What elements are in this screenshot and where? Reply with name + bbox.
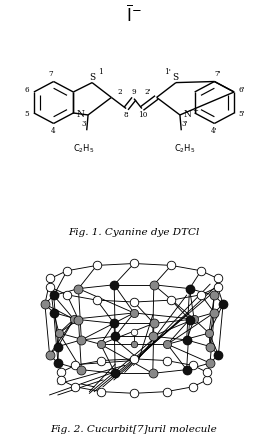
Point	[207, 329, 211, 336]
Text: +: +	[192, 108, 198, 113]
Point	[51, 292, 56, 299]
Point	[56, 359, 60, 366]
Point	[112, 281, 116, 288]
Point	[199, 267, 203, 274]
Text: 7: 7	[49, 70, 53, 78]
Text: 1': 1'	[164, 68, 171, 76]
Point	[76, 316, 81, 323]
Point	[208, 359, 212, 366]
Point	[212, 292, 217, 299]
Point	[215, 275, 220, 282]
Text: 2: 2	[118, 89, 122, 97]
Point	[51, 309, 56, 316]
Text: 2': 2'	[145, 89, 151, 97]
Text: $\mathsf{C_2H_5}$: $\mathsf{C_2H_5}$	[174, 142, 195, 155]
Text: 6': 6'	[238, 86, 245, 94]
Point	[192, 316, 196, 323]
Point	[169, 262, 173, 269]
Point	[95, 262, 99, 269]
Point	[72, 316, 76, 323]
Text: 5': 5'	[238, 110, 245, 118]
Point	[48, 284, 53, 291]
Point	[212, 309, 217, 316]
Text: 4': 4'	[211, 127, 218, 135]
Text: Fig. 2. Cucurbit[7]uril molecule: Fig. 2. Cucurbit[7]uril molecule	[51, 425, 217, 434]
Point	[76, 285, 81, 292]
Point	[132, 260, 136, 267]
Text: 9: 9	[132, 88, 136, 96]
Point	[208, 343, 212, 350]
Text: 7': 7'	[214, 70, 221, 78]
Point	[57, 329, 61, 336]
Text: 1: 1	[98, 68, 103, 76]
Point	[164, 388, 169, 395]
Point	[56, 343, 60, 350]
Point	[132, 299, 136, 306]
Text: S: S	[172, 73, 178, 82]
Point	[215, 284, 220, 291]
Point	[152, 320, 156, 327]
Point	[187, 285, 192, 292]
Text: N: N	[184, 110, 191, 119]
Point	[205, 369, 209, 376]
Point	[65, 267, 69, 274]
Point	[112, 320, 116, 327]
Point	[169, 297, 173, 304]
Point	[98, 341, 103, 348]
Text: 5: 5	[24, 110, 29, 118]
Point	[59, 377, 63, 384]
Text: 8: 8	[123, 112, 128, 120]
Point	[151, 370, 155, 377]
Text: 4: 4	[51, 127, 56, 135]
Point	[132, 340, 136, 347]
Point	[152, 281, 156, 288]
Point	[184, 336, 189, 344]
Point	[151, 333, 155, 340]
Text: 10: 10	[138, 112, 147, 120]
Text: $\mathsf{\overline{I}^{-}}$: $\mathsf{\overline{I}^{-}}$	[126, 4, 142, 25]
Point	[132, 329, 136, 336]
Point	[43, 301, 47, 308]
Point	[191, 383, 195, 390]
Point	[221, 301, 225, 308]
Point	[191, 362, 195, 369]
Point	[73, 383, 77, 390]
Point	[59, 369, 63, 376]
Point	[165, 341, 170, 348]
Point	[79, 366, 84, 373]
Text: $\mathsf{C_2H_5}$: $\mathsf{C_2H_5}$	[73, 142, 94, 155]
Text: 3: 3	[82, 120, 86, 127]
Text: 6: 6	[24, 86, 29, 94]
Point	[187, 316, 192, 323]
Point	[164, 357, 169, 364]
Point	[99, 388, 104, 395]
Point	[65, 291, 69, 298]
Point	[205, 377, 209, 384]
Point	[216, 351, 221, 358]
Text: N: N	[77, 110, 84, 119]
Point	[132, 355, 136, 363]
Point	[48, 275, 53, 282]
Point	[95, 297, 99, 304]
Point	[47, 351, 52, 358]
Point	[99, 357, 104, 364]
Point	[113, 370, 117, 377]
Point	[113, 333, 117, 340]
Point	[199, 291, 203, 298]
Text: Fig. 1. Cyanine dye DTCl: Fig. 1. Cyanine dye DTCl	[68, 228, 200, 237]
Text: S: S	[90, 73, 96, 82]
Point	[184, 366, 189, 373]
Point	[79, 336, 84, 344]
Point	[132, 390, 136, 397]
Text: 3': 3'	[181, 120, 188, 127]
Point	[132, 310, 136, 317]
Point	[73, 362, 77, 369]
